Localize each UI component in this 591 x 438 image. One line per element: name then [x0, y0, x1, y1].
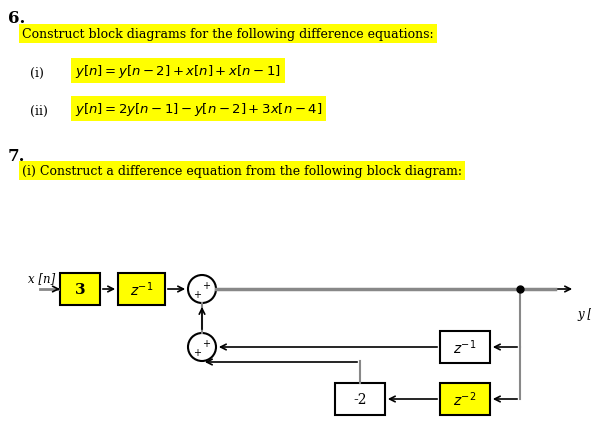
Text: $y[n]=2y[n-1]-y[n-2]+3x[n-4]$: $y[n]=2y[n-1]-y[n-2]+3x[n-4]$ — [75, 101, 322, 118]
Text: (ii): (ii) — [30, 105, 48, 118]
Text: y [n]: y [n] — [577, 307, 591, 320]
Bar — [440, 331, 490, 363]
Text: $z^{-1}$: $z^{-1}$ — [453, 338, 477, 357]
Text: $y[n]=y[n-2]+x[n]+x[n-1]$: $y[n]=y[n-2]+x[n]+x[n-1]$ — [75, 63, 281, 80]
Bar — [60, 273, 100, 305]
Text: $z^{-2}$: $z^{-2}$ — [453, 390, 477, 408]
Text: 7.: 7. — [8, 148, 25, 165]
Text: +: + — [202, 280, 210, 290]
Text: (i) Construct a difference equation from the following block diagram:: (i) Construct a difference equation from… — [22, 165, 462, 177]
Text: (i): (i) — [30, 67, 44, 80]
Text: +: + — [193, 290, 201, 299]
Text: x [n]: x [n] — [28, 272, 55, 284]
Text: +: + — [193, 347, 201, 357]
Text: +: + — [202, 338, 210, 348]
Text: 3: 3 — [74, 283, 85, 297]
Text: 6.: 6. — [8, 10, 25, 27]
Bar — [440, 383, 490, 415]
Text: Construct block diagrams for the following difference equations:: Construct block diagrams for the followi… — [22, 28, 434, 41]
Bar — [118, 273, 165, 305]
Text: -2: -2 — [353, 392, 367, 406]
Text: $z^{-1}$: $z^{-1}$ — [130, 280, 153, 299]
Bar — [335, 383, 385, 415]
